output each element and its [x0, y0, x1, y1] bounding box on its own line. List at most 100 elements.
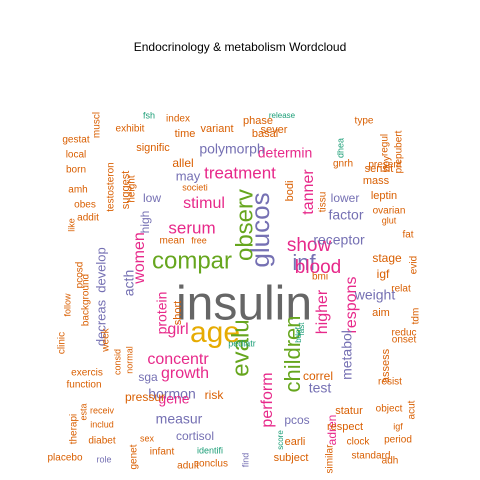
chart-title: Endocrinology & metabolism Wordcloud: [133, 40, 347, 54]
word-104: standard: [352, 451, 391, 462]
word-98: reduc: [391, 328, 416, 339]
word-69: muscl: [92, 112, 103, 138]
word-124: clinic: [57, 332, 68, 354]
word-47: stage: [372, 251, 402, 265]
word-76: pcosd: [75, 262, 86, 289]
word-73: amh: [68, 185, 87, 196]
word-1: age: [190, 316, 240, 349]
word-82: societi: [182, 182, 208, 192]
word-61: signific: [136, 142, 170, 154]
word-16: higher: [314, 289, 331, 334]
word-23: receptor: [313, 232, 365, 248]
word-108: identifi: [197, 445, 223, 455]
word-63: basal: [252, 128, 278, 140]
word-71: local: [66, 150, 87, 161]
word-2: glucos: [245, 192, 275, 267]
word-35: may: [176, 168, 201, 183]
word-93: relat: [391, 284, 411, 295]
word-136: fast: [297, 322, 306, 336]
word-25: weight: [354, 287, 396, 303]
word-53: respect: [327, 421, 363, 433]
word-12: stimul: [183, 195, 225, 212]
word-67: index: [166, 114, 190, 125]
word-78: testosteron: [106, 162, 117, 211]
word-90: prepubert: [394, 130, 405, 173]
word-100: object: [376, 404, 403, 415]
word-30: gene: [158, 391, 189, 407]
word-126: consid: [112, 349, 122, 375]
word-91: ovarian: [373, 206, 406, 217]
word-37: cortisol: [176, 429, 214, 443]
word-115: diabet: [88, 436, 115, 447]
word-97: onset: [392, 335, 417, 346]
word-56: earli: [285, 436, 306, 448]
word-83: bmi: [312, 272, 328, 283]
word-70: gestat: [62, 135, 89, 146]
word-132: dhea: [335, 138, 345, 158]
word-68: exhibit: [116, 124, 145, 135]
word-135: bdnf: [294, 326, 303, 342]
word-99: resist: [378, 377, 402, 388]
word-85: gnrh: [333, 159, 353, 170]
word-74: obes: [74, 200, 96, 211]
word-17: respons: [343, 277, 360, 334]
word-118: therapi: [69, 414, 80, 445]
word-127: normal: [124, 346, 134, 374]
word-11: serum: [168, 218, 215, 237]
word-38: pcos: [284, 413, 309, 427]
word-20: women: [131, 232, 148, 285]
word-102: igf: [393, 421, 403, 431]
word-26: test: [309, 380, 332, 396]
word-105: adh: [382, 456, 399, 467]
word-119: esta: [78, 403, 88, 420]
word-95: evid: [409, 256, 420, 274]
word-42: pressur: [125, 390, 165, 404]
word-101: acut: [407, 400, 418, 419]
word-121: includ: [90, 419, 114, 429]
word-40: low: [143, 191, 161, 205]
word-13: growth: [161, 365, 209, 382]
word-65: time: [175, 128, 196, 140]
word-131: release: [269, 111, 296, 120]
word-116: role: [96, 454, 111, 464]
word-7: inf: [292, 250, 316, 275]
word-111: adult: [177, 461, 199, 472]
word-24: factor: [328, 207, 363, 223]
word-117: placebo: [47, 453, 82, 464]
word-45: bodi: [284, 181, 296, 202]
word-122: exercis: [71, 368, 103, 379]
word-125: week: [101, 327, 112, 352]
word-14: concentr: [147, 351, 209, 368]
word-133: pediatr: [228, 338, 256, 348]
word-21: determin: [258, 145, 312, 161]
word-3: compar: [152, 247, 232, 274]
word-58: aim: [372, 307, 390, 319]
word-134: score: [276, 430, 285, 450]
word-75: addit: [77, 213, 99, 224]
word-32: acth: [121, 270, 137, 296]
word-19: tanner: [300, 169, 317, 215]
word-28: hormon: [148, 386, 195, 402]
word-59: assess: [380, 348, 392, 383]
word-106: period: [384, 435, 412, 446]
word-31: metabol: [339, 330, 355, 380]
word-6: children: [280, 315, 305, 392]
word-123: function: [66, 380, 101, 391]
word-50: sensit: [365, 163, 394, 175]
word-113: sex: [140, 433, 155, 443]
word-92: glut: [382, 215, 397, 225]
word-107: similar: [325, 444, 336, 474]
word-120: receiv: [90, 405, 115, 415]
word-34: develop: [93, 247, 108, 293]
word-81: free: [191, 235, 207, 245]
word-49: leptin: [371, 190, 397, 202]
word-54: statur: [335, 405, 363, 417]
word-57: risk: [205, 388, 225, 402]
word-10: treatment: [204, 163, 276, 182]
word-79: height: [127, 175, 138, 202]
word-130: fsh: [143, 110, 155, 120]
word-60: short: [172, 301, 184, 325]
word-0: insulin: [176, 278, 312, 331]
word-4: observ: [231, 189, 258, 261]
